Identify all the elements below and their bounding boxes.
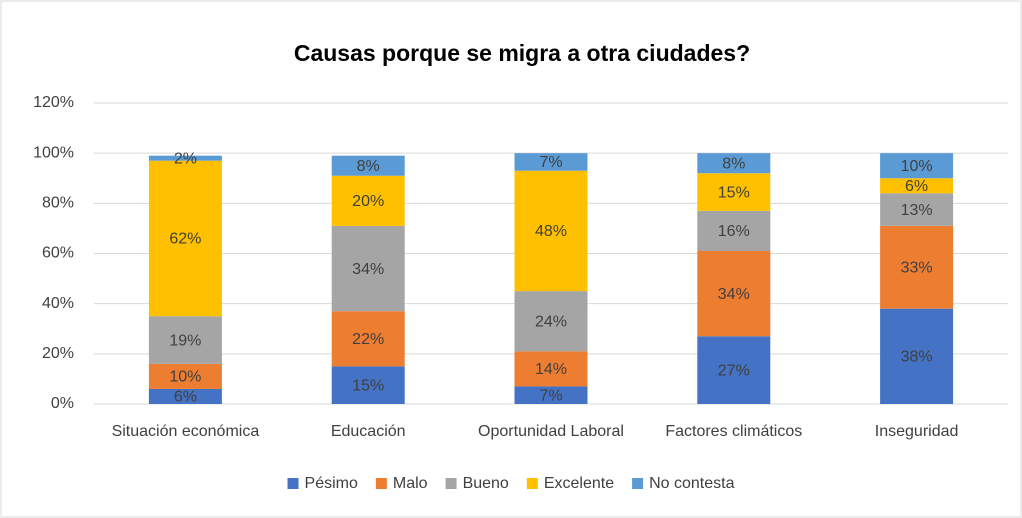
bar-segment [331, 175, 405, 226]
bar-segment [331, 155, 405, 176]
bar-segment [697, 210, 771, 251]
data-label: 6% [174, 389, 197, 406]
legend-swatch [287, 478, 299, 489]
bar-segment [514, 351, 588, 387]
bar-segment [880, 225, 954, 309]
data-label: 7% [539, 154, 562, 171]
legend-swatch [445, 478, 457, 489]
bar-segment [331, 311, 405, 367]
legend-swatch [526, 478, 538, 489]
bar-segment [697, 173, 771, 211]
data-label: 38% [901, 349, 933, 366]
x-tick-label: Oportunidad Laboral [478, 423, 624, 440]
data-label: 13% [901, 202, 933, 219]
data-label: 15% [352, 377, 384, 394]
bar-segment [148, 388, 222, 404]
bar-segment [514, 153, 588, 171]
bar-segment [148, 160, 222, 317]
data-label: 2% [174, 150, 197, 167]
bar-segment [331, 225, 405, 312]
bar-segment [880, 308, 954, 404]
x-tick-label: Situación económica [112, 423, 260, 440]
y-tick-label: 120% [33, 94, 74, 111]
legend-label: Bueno [463, 475, 509, 492]
y-tick-label: 0% [51, 395, 74, 412]
bar-segment [880, 193, 954, 226]
data-label: 14% [535, 361, 567, 378]
data-label: 48% [535, 223, 567, 240]
data-label: 20% [352, 193, 384, 210]
data-label: 24% [535, 313, 567, 330]
data-label: 7% [539, 387, 562, 404]
bar-segment [331, 366, 405, 404]
data-label: 27% [718, 362, 750, 379]
data-label: 16% [718, 223, 750, 240]
data-label: 22% [352, 331, 384, 348]
x-tick-label: Educación [331, 423, 406, 440]
legend-swatch [632, 478, 644, 489]
data-label: 34% [718, 286, 750, 303]
bar-segment [697, 250, 771, 337]
y-tick-label: 40% [42, 295, 74, 312]
legend-label: Excelente [544, 475, 614, 492]
data-label: 34% [352, 261, 384, 278]
bar-segment [697, 336, 771, 404]
x-tick-label: Inseguridad [875, 423, 959, 440]
legend-label: Pésimo [305, 475, 358, 492]
bar-segment [148, 316, 222, 364]
y-tick-label: 80% [42, 195, 74, 212]
bar-segment [880, 153, 954, 179]
data-label: 62% [169, 231, 201, 248]
data-label: 10% [169, 369, 201, 386]
x-tick-label: Factores climáticos [665, 423, 802, 440]
bar-segment [697, 153, 771, 174]
data-label: 15% [718, 184, 750, 201]
legend-label: Malo [393, 475, 428, 492]
bar-segment [514, 170, 588, 292]
y-tick-label: 100% [33, 144, 74, 161]
data-label: 33% [901, 260, 933, 277]
legend-label: No contesta [649, 475, 734, 492]
data-label: 6% [905, 178, 928, 195]
bar-segment [148, 363, 222, 389]
data-label: 10% [901, 158, 933, 175]
legend-swatch [375, 478, 387, 489]
data-label: 8% [722, 155, 745, 172]
bar-segment [148, 155, 222, 161]
data-label: 8% [357, 158, 380, 175]
bar-segment [880, 178, 954, 194]
bar-segment [514, 291, 588, 352]
data-label: 19% [169, 332, 201, 349]
y-tick-label: 20% [42, 345, 74, 362]
bar-segment [514, 386, 588, 404]
y-tick-label: 60% [42, 245, 74, 262]
chart-title: Causas porque se migra a otra ciudades? [294, 40, 750, 66]
